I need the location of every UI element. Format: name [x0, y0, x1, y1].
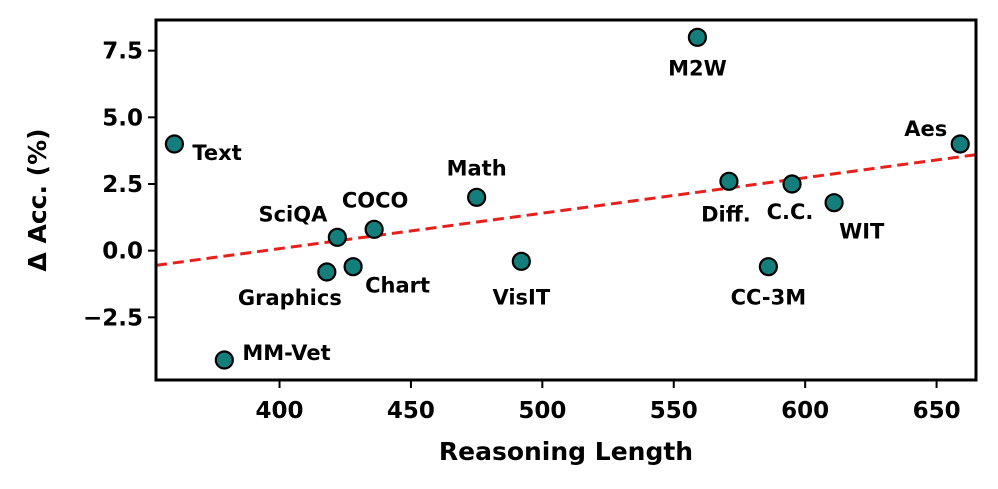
point-label-mm-vet: MM-Vet — [242, 341, 330, 365]
point-c-c — [782, 174, 802, 194]
point-label-m2w: M2W — [668, 56, 727, 80]
point-text — [164, 134, 184, 154]
y-tick-label: 7.5 — [102, 39, 143, 65]
point-label-diff: Diff. — [701, 202, 751, 226]
x-tick-label: 500 — [518, 398, 566, 424]
point-label-text: Text — [192, 141, 241, 165]
y-tick-label: 2.5 — [102, 172, 143, 198]
point-label-coco: COCO — [342, 188, 409, 212]
point-label-graphics: Graphics — [238, 286, 342, 310]
y-tick-label: 5.0 — [102, 105, 143, 131]
point-chart — [343, 257, 363, 277]
x-axis-title: Reasoning Length — [439, 437, 693, 466]
y-axis-title: Δ Acc. (%) — [23, 128, 52, 271]
point-visit — [511, 251, 531, 271]
point-mm-vet — [214, 350, 234, 370]
plot-frame — [154, 18, 978, 382]
y-tick-label: −2.5 — [83, 305, 143, 331]
point-label-cc-3m: CC-3M — [731, 286, 807, 310]
x-tick-label: 600 — [781, 398, 829, 424]
trend-line — [155, 153, 977, 267]
y-tick-label: 0.0 — [102, 239, 143, 265]
point-graphics — [317, 262, 337, 282]
point-label-math: Math — [447, 156, 507, 180]
x-tick-label: 400 — [256, 398, 304, 424]
point-sciqa — [327, 227, 347, 247]
x-tick-label: 550 — [650, 398, 698, 424]
point-label-visit: VisIT — [492, 285, 550, 309]
point-m2w — [687, 27, 708, 47]
point-label-c-c: C.C. — [767, 200, 814, 224]
point-label-sciqa: SciQA — [258, 202, 328, 226]
point-diff — [719, 171, 739, 191]
point-label-wit: WIT — [839, 220, 885, 244]
x-tick-label: 650 — [913, 398, 961, 424]
point-math — [467, 187, 487, 207]
point-cc-3m — [758, 257, 778, 277]
point-label-aes: Aes — [904, 117, 947, 141]
point-wit — [824, 193, 844, 213]
point-label-chart: Chart — [365, 274, 430, 298]
point-coco — [364, 219, 384, 239]
point-aes — [950, 134, 970, 154]
x-tick-label: 450 — [387, 398, 435, 424]
